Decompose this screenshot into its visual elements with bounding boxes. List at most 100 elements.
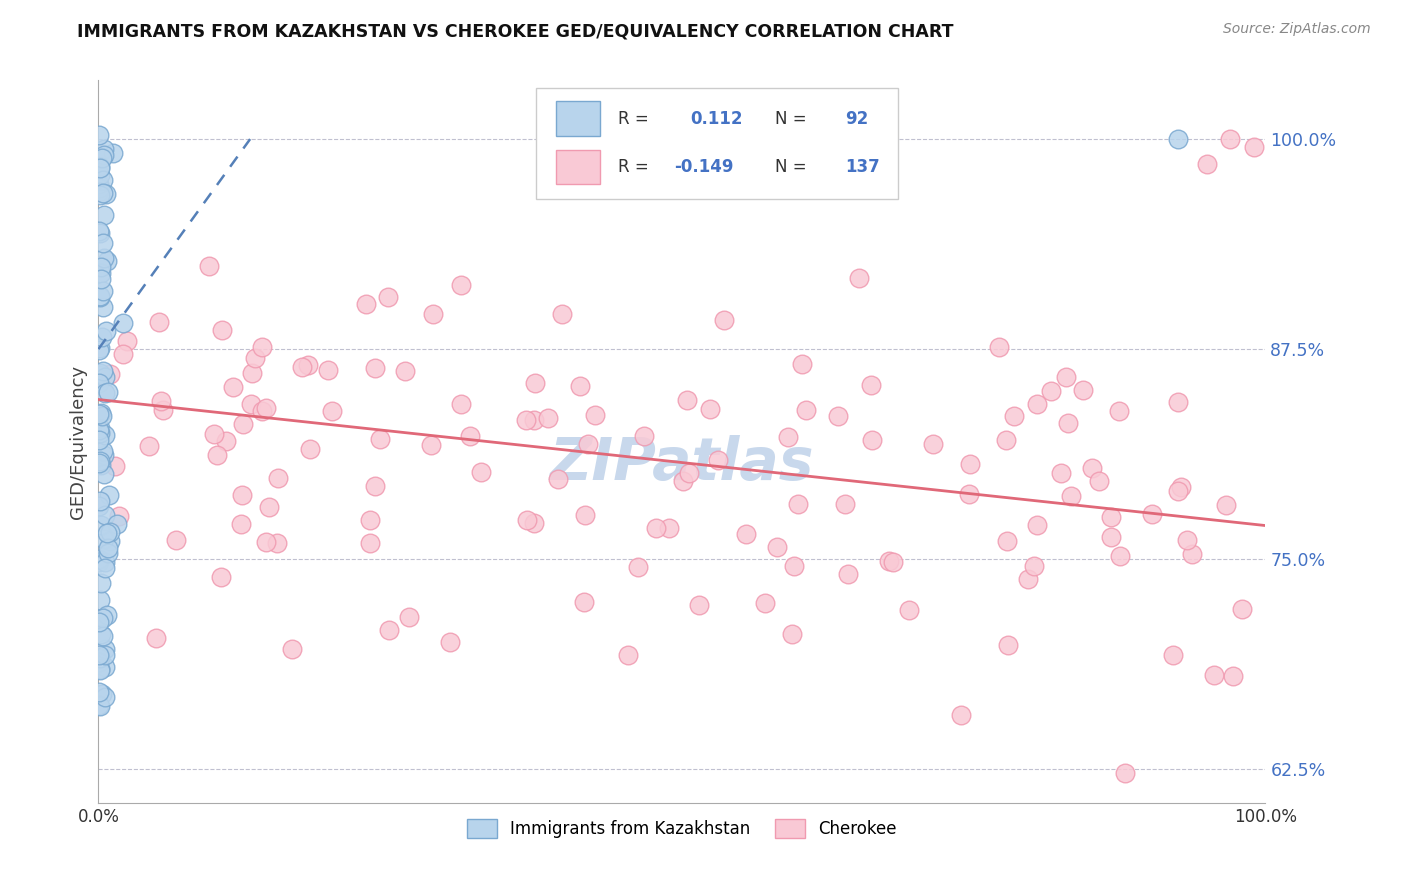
- Point: [89, 226, 111, 240]
- Point: [89, 434, 111, 448]
- Point: [90, 260, 112, 274]
- Point: [735, 527, 758, 541]
- Point: [997, 638, 1019, 652]
- Point: [583, 408, 606, 422]
- Point: [356, 296, 378, 310]
- Point: [574, 508, 596, 522]
- Point: [89, 288, 111, 302]
- Text: ZIPatlas: ZIPatlas: [550, 434, 814, 491]
- Point: [93, 629, 115, 643]
- Point: [90, 329, 112, 343]
- Point: [90, 458, 112, 472]
- Point: [148, 315, 170, 329]
- Point: [922, 437, 945, 451]
- Point: [94, 642, 117, 657]
- Point: [957, 487, 980, 501]
- Point: [266, 471, 288, 485]
- Point: [96, 253, 118, 268]
- Point: [229, 517, 252, 532]
- Point: [834, 497, 856, 511]
- Point: [1017, 572, 1039, 586]
- Point: [91, 236, 114, 251]
- Point: [112, 317, 135, 331]
- Point: [786, 498, 808, 512]
- Point: [359, 513, 381, 527]
- Point: [949, 708, 972, 723]
- Point: [688, 598, 710, 612]
- Point: [794, 402, 817, 417]
- Point: [89, 371, 111, 385]
- Point: [87, 556, 110, 570]
- Point: [89, 290, 111, 304]
- Point: [678, 466, 700, 480]
- Point: [848, 271, 870, 285]
- Point: [676, 392, 699, 407]
- Point: [89, 551, 111, 566]
- Point: [93, 532, 115, 546]
- Point: [658, 521, 681, 535]
- Text: N =: N =: [775, 158, 807, 176]
- Point: [551, 307, 574, 321]
- Point: [89, 662, 111, 676]
- Point: [91, 300, 114, 314]
- Point: [1024, 558, 1046, 573]
- Point: [91, 186, 114, 201]
- Point: [439, 635, 461, 649]
- Point: [93, 208, 115, 222]
- Text: R =: R =: [617, 158, 648, 176]
- Point: [89, 368, 111, 383]
- Point: [627, 560, 650, 574]
- Point: [205, 448, 228, 462]
- Point: [89, 188, 111, 202]
- Point: [1025, 397, 1047, 411]
- Point: [87, 185, 110, 199]
- Point: [837, 566, 859, 581]
- Point: [94, 386, 117, 401]
- Point: [297, 358, 319, 372]
- Point: [87, 655, 110, 669]
- Point: [89, 161, 111, 175]
- Point: [547, 472, 569, 486]
- Text: 137: 137: [845, 158, 880, 176]
- Point: [90, 687, 112, 701]
- Point: [91, 443, 114, 458]
- Point: [470, 466, 492, 480]
- Point: [378, 623, 401, 637]
- Point: [87, 343, 110, 357]
- Point: [363, 360, 385, 375]
- Point: [1099, 530, 1122, 544]
- Point: [576, 437, 599, 451]
- FancyBboxPatch shape: [536, 87, 898, 200]
- Point: [89, 181, 111, 195]
- Point: [780, 627, 803, 641]
- Point: [1175, 533, 1198, 547]
- Point: [96, 526, 118, 541]
- Point: [250, 404, 273, 418]
- Point: [537, 410, 560, 425]
- Point: [94, 648, 117, 662]
- Point: [524, 376, 547, 390]
- Point: [101, 146, 124, 161]
- Point: [299, 442, 322, 456]
- Point: [108, 509, 131, 524]
- Point: [202, 427, 225, 442]
- Point: [91, 409, 114, 423]
- Point: [1060, 489, 1083, 503]
- Point: [280, 642, 302, 657]
- Point: [291, 359, 314, 374]
- Point: [209, 570, 232, 584]
- Point: [997, 534, 1019, 549]
- Point: [254, 401, 277, 415]
- Point: [91, 285, 114, 299]
- Point: [94, 508, 117, 522]
- Point: [377, 290, 399, 304]
- Point: [93, 428, 115, 442]
- Point: [1202, 668, 1225, 682]
- Point: [859, 378, 882, 392]
- FancyBboxPatch shape: [555, 101, 600, 136]
- Point: [98, 525, 121, 540]
- Point: [89, 271, 111, 285]
- Point: [515, 413, 537, 427]
- Point: [87, 128, 110, 143]
- Point: [98, 534, 121, 549]
